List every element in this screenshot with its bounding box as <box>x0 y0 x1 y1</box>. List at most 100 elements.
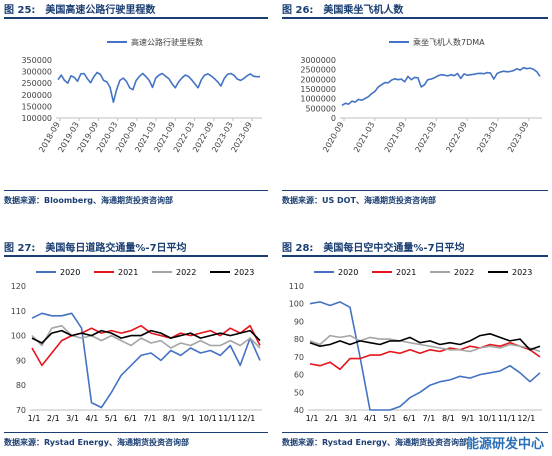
fig28-title: 美国每日空中交通量%-7日平均 <box>323 242 465 254</box>
fig27-legend-label: 2023 <box>234 268 254 277</box>
fig28-legend-label: 2023 <box>512 268 532 277</box>
fig27-legend-label: 2020 <box>60 268 80 277</box>
chart-fig27: 70 80 90 100 110 120 1/1 2/1 3/1 4/1 5/1 6/1 7/1 8/1 9… <box>11 268 262 423</box>
fig26-legend-label: 乘坐飞机人数7DMA <box>413 37 485 47</box>
fig28-x-tick-label: 8/1 <box>442 414 455 423</box>
fig28-x-tick-label: 5/1 <box>383 414 396 423</box>
fig28-y-tick-label: 70 <box>294 353 304 362</box>
fig27-series-line-2021 <box>31 324 261 367</box>
fig26-y-tick-label: 2000000 <box>300 75 336 84</box>
fig26-x-tick-label: 2021-03 <box>352 121 377 154</box>
fig28-y-tick-label: 100 <box>289 300 304 309</box>
fig26-rule <box>282 17 548 19</box>
fig27-number: 图 27: <box>4 242 36 254</box>
fig27-y-tick-label: 100 <box>11 332 26 341</box>
fig25-source: 数据来源：Bloomberg、海通期货投资咨询部 <box>4 196 173 205</box>
fig27-x-tick-label: 7/1 <box>143 414 156 423</box>
fig28-y-tick-label: 90 <box>294 317 304 326</box>
fig28-legend-label: 2022 <box>454 268 474 277</box>
fig26-series-line <box>341 66 541 107</box>
fig28-rule <box>282 255 548 257</box>
fig28-x-tick-label: 2/1 <box>325 414 338 423</box>
fig26-y-tick-label: 3000000 <box>300 56 336 65</box>
fig25-y-tick-label: 100000 <box>21 114 52 123</box>
fig26-y-tick-label: 1500000 <box>300 85 336 94</box>
chart-fig28: 40 50 60 70 80 90 100 110 1/1 2/1 3/1 4/1 5/1 6/1 7/1 8… <box>289 268 542 423</box>
panel-fig28: 图 28: 美国每日空中交通量%-7日平均 40 50 60 70 80 90 100 110… <box>282 238 548 456</box>
fig27-x-tick-label: 12/1 <box>237 414 255 423</box>
fig25-y-tick-label: 300000 <box>21 68 52 77</box>
fig27-series-line-2020 <box>31 312 261 409</box>
fig28-legend-label: 2020 <box>338 268 358 277</box>
fig27-x-tick-label: 1/1 <box>28 414 41 423</box>
fig27-rule <box>4 255 268 257</box>
fig25-y-tick-label: 200000 <box>21 91 52 100</box>
fig26-x-tick-label: 2023-03 <box>475 121 500 154</box>
fig26-header: 图 26: 美国乘坐飞机人数 <box>282 0 403 16</box>
fig25-bottom-rule <box>4 190 268 191</box>
fig25-y-tick-label: 150000 <box>21 102 52 111</box>
watermark: 能源研发中心 <box>465 437 544 452</box>
panel-fig25: 图 25: 美国高速公路行驶里程数 100000 150000 200000 2500… <box>4 0 268 210</box>
fig28-x-tick-label: 3/1 <box>345 414 358 423</box>
fig27-y-tick-label: 70 <box>16 406 26 415</box>
fig27-y-tick-label: 120 <box>11 282 26 291</box>
fig26-x-tick-label: 2021-09 <box>383 121 408 154</box>
fig27-header: 图 27: 美国每日道路交通量%-7日平均 <box>4 238 187 254</box>
fig25-rule <box>4 17 268 19</box>
panel-fig27: 图 27: 美国每日道路交通量%-7日平均 70 80 90 100 110 120 1/1… <box>4 238 268 456</box>
chart-fig26: 0500000100000015000002000000250000030000… <box>300 37 542 154</box>
fig28-x-tick-label: 7/1 <box>422 414 435 423</box>
fig28-legend-label: 2021 <box>396 268 416 277</box>
fig27-x-tick-label: 8/1 <box>163 414 176 423</box>
fig28-source: 数据来源：Rystad Energy、海通期货投资咨询部 <box>282 438 467 447</box>
fig26-bottom-rule <box>282 190 548 191</box>
panel-fig26: 图 26: 美国乘坐飞机人数 0 500000 1000000 1500000 2000… <box>282 0 548 210</box>
fig28-x-tick-label: 4/1 <box>364 414 377 423</box>
fig26-x-tick-label: 2023-09 <box>506 121 531 154</box>
fig26-y-tick-label: 2500000 <box>300 66 336 75</box>
fig27-x-tick-label: 5/1 <box>105 414 118 423</box>
fig27-y-tick-label: 90 <box>16 356 26 365</box>
fig27-y-tick-label: 80 <box>16 381 26 390</box>
fig28-series-line-2021 <box>309 341 541 371</box>
fig28-x-tick-label: 9/1 <box>461 414 474 423</box>
fig28-x-tick-label: 11/1 <box>498 414 516 423</box>
fig28-y-tick-label: 50 <box>294 388 304 397</box>
fig26-y-tick-label: 0 <box>331 114 336 123</box>
fig26-x-tick-label: 2022-09 <box>444 121 469 154</box>
fig27-y-tick-label: 110 <box>11 307 26 316</box>
fig27-source: 数据来源：Rystad Energy、海通期货投资咨询部 <box>4 438 189 447</box>
fig28-series-line-2020 <box>309 301 541 411</box>
fig28-y-tick-label: 80 <box>294 335 304 344</box>
fig25-legend-label: 高速公路行驶里程数 <box>131 37 203 47</box>
fig27-x-tick-label: 2/1 <box>47 414 60 423</box>
fig26-number: 图 26: <box>282 4 314 16</box>
fig26-source: 数据来源：US DOT、海通期货投资咨询部 <box>282 196 436 205</box>
fig28-y-tick-label: 40 <box>294 406 304 415</box>
fig28-y-tick-label: 110 <box>289 282 304 291</box>
fig26-y-tick-label: 1000000 <box>300 95 336 104</box>
fig28-series-line-2022 <box>309 334 541 353</box>
fig28-x-tick-label: 12/1 <box>517 414 535 423</box>
fig27-x-tick-label: 11/1 <box>218 414 236 423</box>
fig27-series-line-2023 <box>31 329 261 344</box>
fig25-title: 美国高速公路行驶里程数 <box>45 4 156 16</box>
fig28-number: 图 28: <box>282 242 314 254</box>
fig26-y-tick-label: 500000 <box>305 104 336 113</box>
fig28-x-tick-label: 10/1 <box>478 414 496 423</box>
fig28-x-tick-label: 6/1 <box>403 414 416 423</box>
fig25-number: 图 25: <box>4 4 36 16</box>
fig25-series-line <box>57 71 260 103</box>
fig27-x-tick-label: 3/1 <box>66 414 79 423</box>
fig27-x-tick-label: 10/1 <box>199 414 217 423</box>
chart-fig25: 1000001500002000002500003000003500002018… <box>21 37 262 154</box>
fig28-header: 图 28: 美国每日空中交通量%-7日平均 <box>282 238 465 254</box>
fig27-title: 美国每日道路交通量%-7日平均 <box>45 242 187 254</box>
fig28-bottom-rule <box>282 432 548 433</box>
fig25-y-tick-label: 250000 <box>21 79 52 88</box>
fig25-header: 图 25: 美国高速公路行驶里程数 <box>4 0 155 16</box>
fig27-x-tick-label: 6/1 <box>124 414 137 423</box>
fig28-series-line-2023 <box>309 333 541 351</box>
fig27-legend-label: 2021 <box>118 268 138 277</box>
